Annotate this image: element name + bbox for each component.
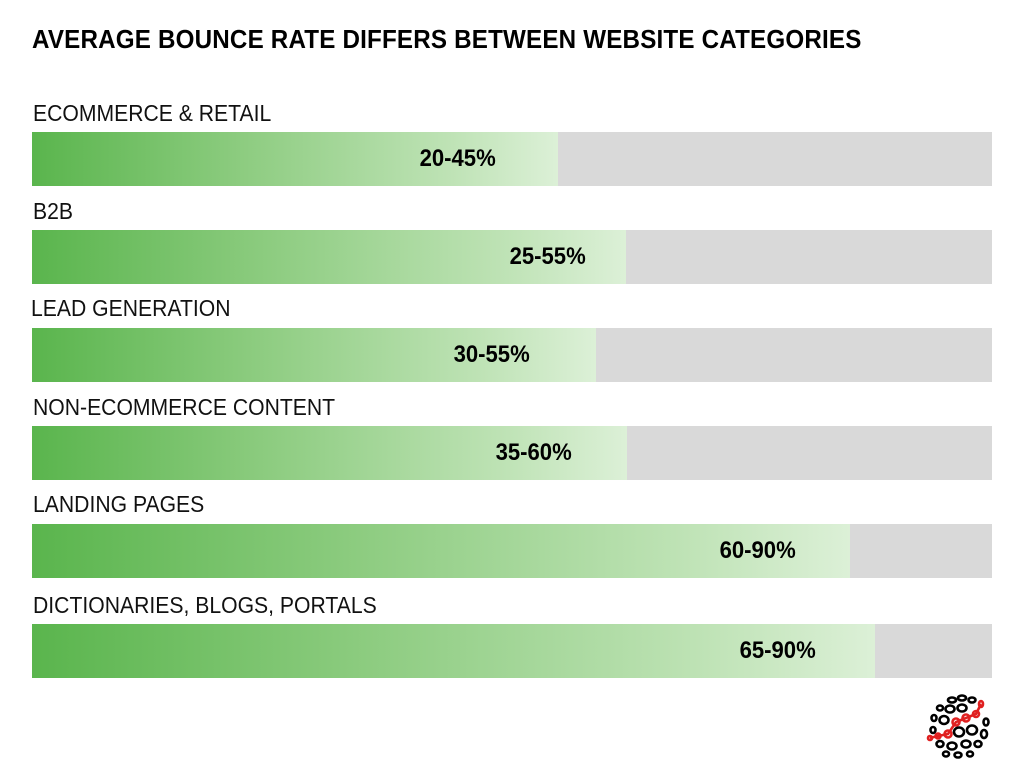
- bar-fill: [32, 426, 627, 480]
- chart-title: AVERAGE BOUNCE RATE DIFFERS BETWEEN WEBS…: [32, 24, 862, 54]
- bar-label: DICTIONARIES, BLOGS, PORTALS: [33, 592, 377, 618]
- bar-value: 35-60%: [495, 439, 572, 466]
- bar-track: 20-45%: [32, 132, 992, 186]
- bar-track: 65-90%: [32, 624, 992, 678]
- bar-value: 65-90%: [739, 637, 816, 664]
- bar-track: 35-60%: [32, 426, 992, 480]
- bar-label: ECOMMERCE & RETAIL: [33, 100, 272, 126]
- bar-fill: [32, 230, 626, 284]
- bar-value: 20-45%: [419, 145, 496, 172]
- bar-label: LANDING PAGES: [33, 491, 205, 517]
- bar-fill: [32, 524, 850, 578]
- bar-value: 25-55%: [509, 243, 586, 270]
- globe-network-logo-icon: [926, 694, 990, 759]
- bar-track: 30-55%: [32, 328, 992, 382]
- bar-fill: [32, 132, 558, 186]
- bar-fill: [32, 328, 596, 382]
- bar-fill: [32, 624, 875, 678]
- bar-value: 30-55%: [453, 341, 530, 368]
- bar-label: NON-ECOMMERCE CONTENT: [33, 394, 336, 420]
- bar-track: 25-55%: [32, 230, 992, 284]
- bar-label: B2B: [33, 198, 74, 224]
- bar-track: 60-90%: [32, 524, 992, 578]
- bar-label: LEAD GENERATION: [31, 295, 231, 321]
- bar-value: 60-90%: [719, 537, 796, 564]
